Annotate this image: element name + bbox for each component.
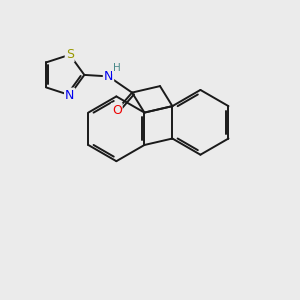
Text: N: N: [65, 88, 74, 102]
Text: N: N: [104, 70, 113, 83]
Text: H: H: [113, 63, 121, 73]
Text: O: O: [112, 104, 122, 117]
Text: S: S: [66, 48, 74, 61]
